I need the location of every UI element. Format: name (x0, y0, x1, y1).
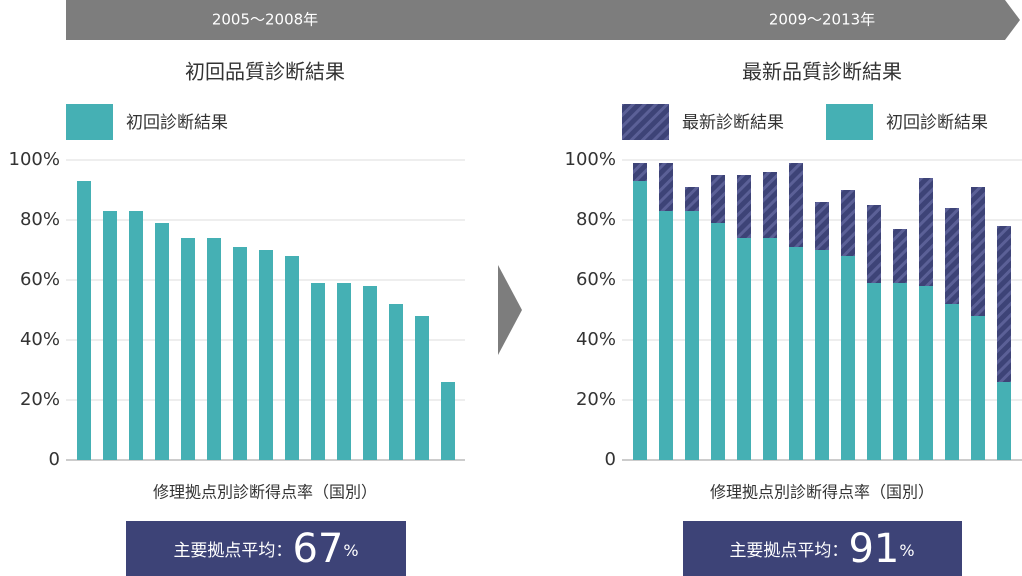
bar (129, 211, 143, 460)
legend-label: 初回診断結果 (886, 113, 988, 133)
bar (841, 190, 855, 256)
average-unit: % (899, 541, 914, 560)
bar (155, 223, 169, 460)
legend-swatch (622, 104, 669, 140)
legend-label: 初回診断結果 (126, 113, 228, 133)
bar (659, 211, 673, 460)
chart-title: 最新品質診断結果 (742, 60, 902, 84)
bar (415, 316, 429, 460)
timeline-banner (66, 0, 1020, 40)
bar (763, 172, 777, 238)
y-tick-label: 100% (9, 149, 60, 170)
y-tick-label: 0 (49, 449, 60, 470)
bar (233, 247, 247, 460)
bar (711, 175, 725, 223)
bar (441, 382, 455, 460)
bar (945, 304, 959, 460)
average-text: 主要拠点平均：67% (173, 526, 358, 572)
bar (685, 187, 699, 211)
y-tick-label: 80% (20, 209, 60, 230)
bar (685, 211, 699, 460)
bar (919, 178, 933, 286)
average-value: 67 (292, 526, 343, 572)
average-value: 91 (848, 526, 899, 572)
bar (181, 238, 195, 460)
bar (997, 382, 1011, 460)
y-tick-label: 20% (576, 389, 616, 410)
bar (789, 163, 803, 247)
bar (285, 256, 299, 460)
bar (389, 304, 403, 460)
y-tick-label: 60% (20, 269, 60, 290)
y-tick-label: 0 (605, 449, 616, 470)
y-tick-label: 80% (576, 209, 616, 230)
legend-label: 最新診断結果 (682, 113, 784, 133)
bar (789, 247, 803, 460)
bar (633, 181, 647, 460)
bar (659, 163, 673, 211)
x-axis-label: 修理拠点別診断得点率（国別） (710, 483, 934, 502)
y-tick-label: 100% (565, 149, 616, 170)
bar (711, 223, 725, 460)
y-tick-label: 20% (20, 389, 60, 410)
bar (337, 283, 351, 460)
x-axis-label: 修理拠点別診断得点率（国別） (153, 483, 377, 502)
bar (77, 181, 91, 460)
period-label: 2009～2013年 (769, 11, 875, 29)
y-tick-label: 40% (20, 329, 60, 350)
bar (763, 238, 777, 460)
period-label: 2005～2008年 (212, 11, 318, 29)
bar (867, 205, 881, 283)
average-box (683, 521, 962, 576)
transition-arrow (498, 265, 522, 355)
bar (893, 229, 907, 283)
bar (841, 256, 855, 460)
bar (311, 283, 325, 460)
bar (103, 211, 117, 460)
bar (971, 187, 985, 316)
y-tick-label: 40% (576, 329, 616, 350)
bar (737, 175, 751, 238)
average-unit: % (343, 541, 358, 560)
legend-swatch (66, 104, 113, 140)
bar (259, 250, 273, 460)
y-tick-label: 60% (576, 269, 616, 290)
average-box (126, 521, 406, 576)
bar (919, 286, 933, 460)
bar (363, 286, 377, 460)
bar (945, 208, 959, 304)
bar (815, 250, 829, 460)
average-label: 主要拠点平均： (173, 541, 292, 561)
bar (867, 283, 881, 460)
average-label: 主要拠点平均： (729, 541, 848, 561)
bar (971, 316, 985, 460)
bar (893, 283, 907, 460)
bar (737, 238, 751, 460)
bar (997, 226, 1011, 382)
bar (815, 202, 829, 250)
average-text: 主要拠点平均：91% (729, 526, 914, 572)
chart-title: 初回品質診断結果 (185, 60, 345, 84)
bar (633, 163, 647, 181)
legend-swatch (826, 104, 873, 140)
bar (207, 238, 221, 460)
